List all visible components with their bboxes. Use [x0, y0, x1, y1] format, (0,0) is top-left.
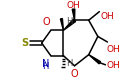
Polygon shape — [89, 55, 101, 64]
Text: O: O — [42, 17, 50, 27]
Text: OH: OH — [101, 12, 115, 21]
Text: N: N — [42, 59, 50, 69]
Text: S: S — [21, 38, 29, 48]
Text: H: H — [66, 17, 72, 26]
Text: OH: OH — [107, 45, 121, 54]
Text: H: H — [42, 62, 48, 71]
Polygon shape — [60, 19, 63, 30]
Text: H: H — [66, 59, 72, 68]
Text: OH: OH — [106, 61, 120, 70]
Polygon shape — [63, 19, 76, 30]
Text: O: O — [71, 69, 78, 79]
Polygon shape — [72, 9, 75, 20]
Text: OH: OH — [67, 1, 80, 10]
